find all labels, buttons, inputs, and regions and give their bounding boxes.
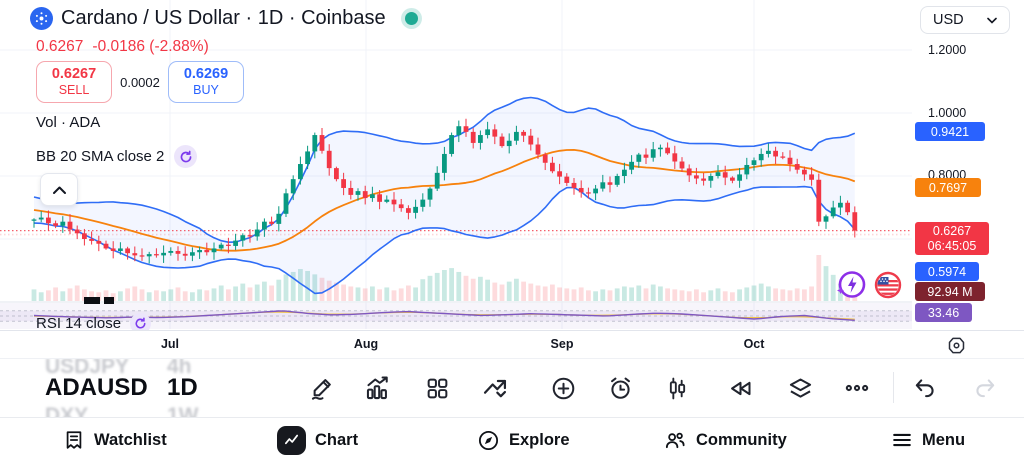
rsi-loading-icon bbox=[130, 313, 152, 334]
nav-menu[interactable]: Menu bbox=[891, 418, 965, 461]
chart-icon bbox=[277, 425, 306, 455]
clipped-text-fragment bbox=[84, 297, 100, 304]
alert-clock-button[interactable] bbox=[598, 366, 642, 410]
price-tick: 1.2000 bbox=[928, 43, 967, 57]
volume-indicator-label[interactable]: Vol · ADA bbox=[36, 114, 101, 131]
candles-style-button[interactable] bbox=[655, 366, 699, 410]
us-flag-icon[interactable] bbox=[873, 270, 903, 300]
chevron-down-icon bbox=[987, 17, 997, 24]
rsi-indicator-row[interactable]: RSI 14 close bbox=[36, 313, 152, 334]
collapse-panel-button[interactable] bbox=[40, 173, 78, 206]
picker-row-usdjpy[interactable]: USDJPY 4h bbox=[45, 355, 192, 378]
bb-indicator-row[interactable]: BB 20 SMA close 2 bbox=[36, 145, 198, 168]
lower-band-price-badge: 0.5974 bbox=[915, 262, 979, 281]
month-label: Aug bbox=[353, 337, 379, 351]
spread-value: 0.0002 bbox=[120, 74, 160, 90]
upper-band-price-badge: 0.9421 bbox=[915, 122, 985, 141]
menu-hamburger-icon bbox=[893, 433, 911, 447]
axis-settings-icon[interactable] bbox=[944, 334, 968, 356]
layers-button[interactable] bbox=[778, 366, 822, 410]
watchlist-icon bbox=[66, 431, 82, 449]
rsi-indicator-label[interactable]: RSI 14 close bbox=[36, 315, 122, 332]
undo-button[interactable] bbox=[903, 366, 947, 410]
cardano-logo-icon bbox=[30, 7, 53, 30]
sma-price-badge: 0.7697 bbox=[915, 178, 981, 197]
add-button[interactable] bbox=[541, 366, 585, 410]
last-price-badge: 0.6267 06:45:05 bbox=[915, 222, 989, 255]
picker-row-adausd-selected[interactable]: ADAUSD 1D bbox=[45, 374, 198, 401]
nav-chart-active[interactable]: Chart bbox=[277, 418, 358, 461]
volume-badge: 92.94 M bbox=[915, 282, 985, 301]
rsi-value-badge: 33.46 bbox=[915, 303, 972, 322]
price-change: -0.0186 (-2.88%) bbox=[92, 38, 209, 55]
buy-button[interactable]: 0.6269 BUY bbox=[168, 61, 244, 103]
draw-tool-button[interactable] bbox=[300, 366, 344, 410]
time-axis[interactable]: Jul Aug Sep Oct bbox=[0, 330, 1024, 359]
explore-compass-icon bbox=[478, 430, 499, 450]
nav-watchlist[interactable]: Watchlist bbox=[63, 418, 167, 461]
patterns-button[interactable] bbox=[473, 366, 517, 410]
last-price: 0.6267 bbox=[36, 38, 84, 55]
flash-boost-icon[interactable] bbox=[835, 269, 867, 301]
redo-button[interactable] bbox=[963, 366, 1007, 410]
symbol-title[interactable]: Cardano / US Dollar · 1D · Coinbase bbox=[61, 7, 386, 29]
market-open-dot bbox=[400, 8, 422, 29]
indicators-button[interactable] bbox=[355, 366, 399, 410]
month-label: Jul bbox=[160, 337, 180, 351]
toolbar-divider bbox=[893, 372, 894, 403]
clipped-text-fragment bbox=[104, 297, 114, 304]
price-row: 0.6267 -0.0186 (-2.88%) bbox=[36, 38, 209, 56]
trade-buttons: 0.6267 SELL 0.0002 0.6269 BUY bbox=[36, 61, 244, 103]
sell-button[interactable]: 0.6267 SELL bbox=[36, 61, 112, 103]
price-tick: 1.0000 bbox=[928, 106, 967, 120]
layout-grid-button[interactable] bbox=[415, 366, 459, 410]
bb-indicator-label[interactable]: BB 20 SMA close 2 bbox=[36, 148, 165, 165]
nav-community[interactable]: Community bbox=[663, 418, 787, 461]
month-label: Sep bbox=[550, 337, 574, 351]
currency-value: USD bbox=[933, 12, 964, 28]
month-label: Oct bbox=[743, 337, 765, 351]
countdown-timer: 06:45:05 bbox=[927, 238, 977, 253]
currency-selector[interactable]: USD bbox=[920, 6, 1010, 34]
bb-loading-icon bbox=[174, 145, 198, 168]
nav-explore[interactable]: Explore bbox=[477, 418, 570, 461]
symbol-header[interactable]: Cardano / US Dollar · 1D · Coinbase bbox=[30, 7, 422, 30]
price-chart[interactable] bbox=[0, 0, 1024, 330]
bar-replay-button[interactable] bbox=[718, 366, 762, 410]
bottom-navigation: Watchlist Chart Explore Com bbox=[0, 417, 1024, 461]
more-options-button[interactable] bbox=[835, 366, 879, 410]
community-people-icon bbox=[665, 432, 685, 448]
